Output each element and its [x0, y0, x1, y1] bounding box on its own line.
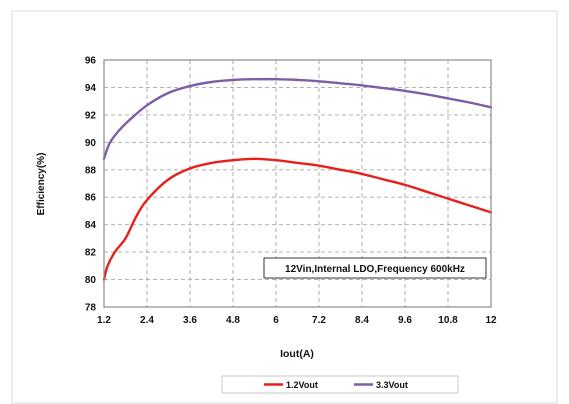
x-tick-label: 8.4: [355, 315, 369, 326]
x-tick-label: 7.2: [312, 315, 326, 326]
y-tick-label: 88: [85, 165, 97, 176]
y-tick-labels: 78 80 82 84 86 88 90 92 94 96: [85, 56, 97, 314]
y-tick-label: 94: [85, 83, 97, 94]
legend-label-1-2vout: 1.2Vout: [286, 380, 318, 390]
chart-frame: [11, 10, 558, 404]
series-layer: [102, 77, 493, 281]
y-tick-label: 90: [85, 138, 97, 149]
series-line-1-2vout: [102, 157, 493, 281]
x-tick-label: 10.8: [438, 315, 458, 326]
legend-label-3-3vout: 3.3Vout: [376, 380, 408, 390]
x-tick-label: 9.6: [398, 315, 412, 326]
x-axis-label: Iout(A): [280, 348, 314, 360]
x-tick-label: 1.2: [97, 315, 111, 326]
y-tick-label: 78: [85, 303, 97, 314]
x-tick-label: 6: [273, 315, 279, 326]
y-tick-label: 82: [85, 248, 97, 259]
legend-box: [221, 375, 459, 394]
y-tick-label: 92: [85, 110, 97, 121]
x-tick-label: 2.4: [140, 315, 154, 326]
annotation-text: 12Vin,Internal LDO,Frequency 600kHz: [285, 264, 465, 275]
y-tick-label: 96: [85, 56, 97, 67]
plot-border: [103, 59, 492, 308]
legend: 1.2Vout 3.3Vout: [221, 375, 459, 394]
x-tick-label: 4.8: [226, 315, 240, 326]
y-tick-label: 80: [85, 275, 97, 286]
y-axis-label: Efficiency(%): [36, 153, 47, 216]
y-tick-label: 84: [85, 220, 97, 231]
y-tick-label: 86: [85, 193, 97, 204]
annotation-box: [263, 257, 487, 279]
series-line-3-3vout: [102, 77, 493, 160]
x-tick-label: 3.6: [183, 315, 197, 326]
x-tick-label: 12: [485, 315, 497, 326]
x-tick-labels: 1.2 2.4 3.6 4.8 6 7.2 8.4 9.6 10.8 12: [97, 315, 497, 326]
